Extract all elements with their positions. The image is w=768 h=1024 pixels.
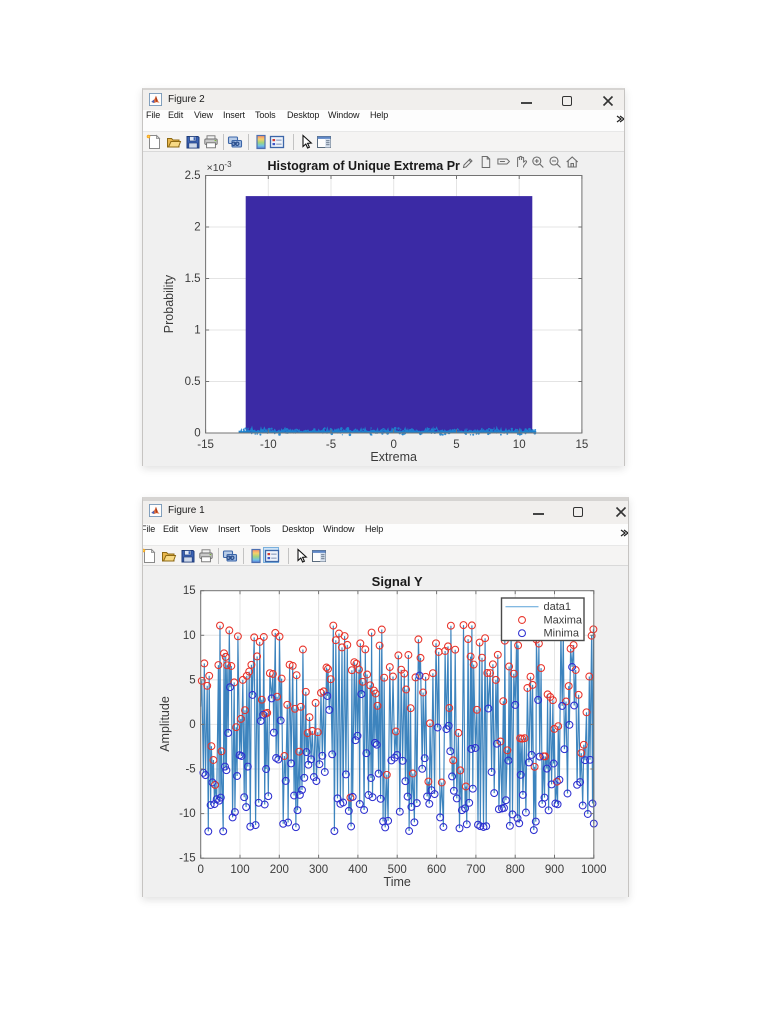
svg-text:Amplitude: Amplitude xyxy=(158,696,172,752)
svg-text:-5: -5 xyxy=(185,764,195,776)
svg-text:5: 5 xyxy=(189,674,195,686)
svg-text:800: 800 xyxy=(506,864,525,876)
svg-text:0: 0 xyxy=(197,864,203,876)
svg-text:-10: -10 xyxy=(179,808,196,820)
svg-text:Signal Y: Signal Y xyxy=(372,574,423,589)
svg-text:0.5: 0.5 xyxy=(185,376,201,388)
svg-text:15: 15 xyxy=(183,585,196,597)
svg-text:-15: -15 xyxy=(179,853,196,865)
svg-text:600: 600 xyxy=(427,864,446,876)
svg-text:10: 10 xyxy=(513,439,526,451)
svg-text:0: 0 xyxy=(390,439,396,451)
svg-text:-15: -15 xyxy=(197,439,214,451)
svg-text:0: 0 xyxy=(189,719,195,731)
svg-text:500: 500 xyxy=(388,864,407,876)
svg-text:5: 5 xyxy=(453,439,459,451)
svg-text:Maxima: Maxima xyxy=(544,615,583,627)
svg-text:10: 10 xyxy=(183,630,196,642)
svg-text:1.5: 1.5 xyxy=(185,273,201,285)
svg-text:1: 1 xyxy=(194,325,200,337)
svg-text:200: 200 xyxy=(270,864,289,876)
svg-text:15: 15 xyxy=(576,439,589,451)
svg-text:900: 900 xyxy=(545,864,564,876)
svg-text:400: 400 xyxy=(348,864,367,876)
svg-text:1000: 1000 xyxy=(581,864,607,876)
svg-text:300: 300 xyxy=(309,864,328,876)
svg-text:×10-3: ×10-3 xyxy=(207,160,232,174)
svg-text:data1: data1 xyxy=(544,601,572,613)
svg-text:0: 0 xyxy=(194,428,200,440)
svg-text:2.5: 2.5 xyxy=(185,170,201,182)
svg-text:Minima: Minima xyxy=(544,628,580,640)
svg-text:-5: -5 xyxy=(326,439,336,451)
svg-text:Histogram of Unique Extrema Pr: Histogram of Unique Extrema Pr xyxy=(268,159,461,173)
svg-text:Probability: Probability xyxy=(162,274,176,333)
svg-text:-10: -10 xyxy=(260,439,277,451)
svg-text:Extrema: Extrema xyxy=(370,450,417,464)
svg-text:Time: Time xyxy=(384,875,411,889)
svg-text:2: 2 xyxy=(194,222,200,234)
svg-text:100: 100 xyxy=(230,864,249,876)
svg-text:700: 700 xyxy=(466,864,485,876)
